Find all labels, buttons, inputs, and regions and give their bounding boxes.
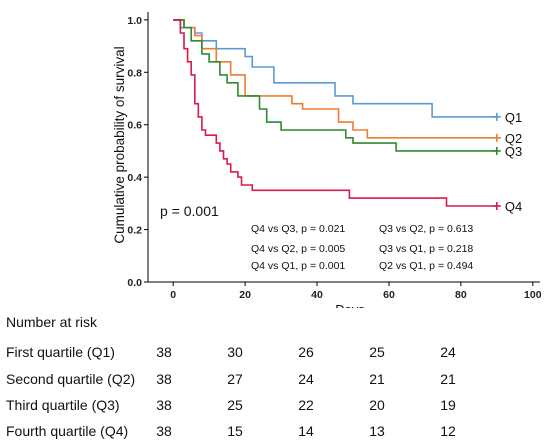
risk-table: Number at risk First quartile (Q1) 38 30… [0,308,550,445]
y-axis-title: Cumulative probability of survival [112,46,127,243]
risk-value: 30 [227,344,243,360]
risk-row-label: Second quartile (Q2) [6,371,136,387]
series-label-q2: Q2 [505,131,522,146]
comparison-label: Q3 vs Q2, p = 0.613 [379,223,473,235]
series-label-q4: Q4 [505,199,522,214]
risk-value: 38 [156,397,172,413]
x-tick-label: 20 [239,289,251,301]
risk-value: 27 [227,371,243,387]
risk-row-label: First quartile (Q1) [6,344,115,360]
risk-value: 14 [298,423,314,439]
risk-table-title: Number at risk [6,314,98,330]
risk-value: 25 [369,344,385,360]
risk-value: 24 [298,371,314,387]
risk-value: 20 [369,397,385,413]
risk-value: 13 [369,423,385,439]
x-tick-label: 100 [524,289,542,301]
survival-line-q2 [173,19,497,139]
risk-row-q2: Second quartile (Q2) 38 27 24 21 21 [0,371,550,391]
y-tick-label: 1.0 [127,15,142,27]
risk-value: 24 [440,344,456,360]
y-tick-label: 0.8 [127,67,142,79]
x-tick-label: 60 [383,289,395,301]
x-tick-label: 80 [455,289,467,301]
y-tick-label: 0.4 [127,172,142,184]
risk-value: 12 [440,423,456,439]
overall-p-value: p = 0.001 [160,203,219,219]
y-tick-label: 0.2 [127,225,142,237]
x-tick-label: 40 [311,289,323,301]
risk-value: 22 [298,397,314,413]
risk-value: 25 [227,397,243,413]
x-axis-title: Days [335,302,365,308]
survival-line-q1 [173,19,497,118]
risk-row-label: Third quartile (Q3) [6,397,120,413]
y-tick-label: 0.0 [127,277,142,289]
survival-line-q3 [173,19,497,152]
risk-value: 15 [227,423,243,439]
risk-row-label: Fourth quartile (Q4) [6,423,129,439]
comparison-label: Q3 vs Q1, p = 0.218 [379,243,473,255]
risk-value: 38 [156,423,172,439]
comparison-label: Q4 vs Q1, p = 0.001 [251,260,345,272]
risk-value: 38 [156,344,172,360]
risk-value: 19 [440,397,456,413]
risk-row-q4: Fourth quartile (Q4) 38 15 14 13 12 [0,423,550,443]
risk-row-q1: First quartile (Q1) 38 30 26 25 24 [0,344,550,364]
risk-value: 26 [298,344,314,360]
comparison-label: Q4 vs Q2, p = 0.005 [251,243,345,255]
comparison-label: Q2 vs Q1, p = 0.494 [379,260,473,272]
comparison-label: Q4 vs Q3, p = 0.021 [251,223,345,235]
survival-chart: 0.0 0.2 0.4 0.6 0.8 1.0 0 20 40 60 80 100 Days Cumula… [112,12,542,308]
survival-line-q4 [173,19,497,207]
x-tick-label: 0 [170,289,176,301]
risk-value: 38 [156,371,172,387]
risk-value: 21 [440,371,456,387]
y-tick-label: 0.6 [127,120,142,132]
series-label-q1: Q1 [505,110,522,125]
series-label-q3: Q3 [505,144,522,159]
risk-value: 21 [369,371,385,387]
risk-row-q3: Third quartile (Q3) 38 25 22 20 19 [0,397,550,417]
